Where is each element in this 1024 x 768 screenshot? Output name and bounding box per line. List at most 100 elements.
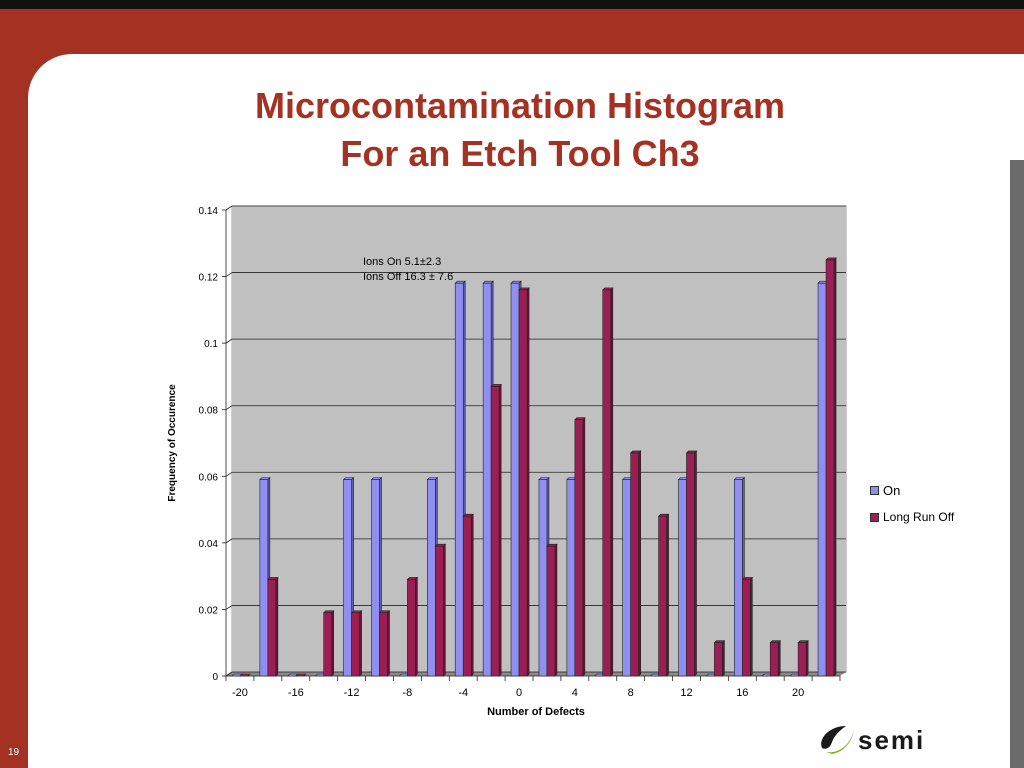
bar-long-run-off-14-front [714, 642, 723, 677]
gridline-slant [225, 671, 233, 677]
stats-annotation-line: Ions Off 16.3 ± 7.6 [363, 271, 453, 283]
bar-long-run-off-14 [713, 639, 726, 677]
bar-long-run-off--8-front [407, 579, 416, 677]
legend-swatch-long-run-off [870, 512, 879, 522]
bar-long-run-off--14 [322, 610, 335, 677]
bar-on--10-front [371, 479, 380, 677]
bar-long-run-off--14-front [323, 612, 332, 677]
x-tick-label: -16 [288, 687, 304, 699]
bar-on-16-front [734, 479, 743, 677]
x-tick-label: -12 [344, 687, 360, 699]
x-tick-label: -20 [232, 687, 248, 699]
chart-legend: On Long Run Off [870, 482, 954, 536]
bar-long-run-off-22-front [825, 259, 835, 677]
bar-long-run-off-20 [797, 639, 809, 677]
bar-on--4-front [454, 282, 464, 677]
bar-long-run-off-12 [685, 450, 698, 677]
gridline-slant [225, 605, 233, 610]
bar-long-run-off-22 [825, 257, 837, 677]
bar-on-2-front [538, 479, 548, 677]
bar-long-run-off--16 [295, 673, 307, 677]
slide-title: Microcontamination Histogram For an Etch… [150, 82, 890, 178]
bar-on--2-front [482, 282, 492, 677]
x-tick-label: 16 [736, 687, 748, 699]
bar-on-8-front [622, 479, 631, 677]
bar-long-run-off-6-front [602, 289, 612, 677]
bar-long-run-off-12-front [686, 452, 695, 677]
bar-long-run-off--2 [490, 383, 502, 677]
y-tick-label: 0.04 [199, 539, 219, 550]
x-tick-label: 20 [792, 687, 804, 699]
gridline-slant [225, 405, 233, 411]
bar-on-0-front [510, 282, 520, 677]
bar-long-run-off-20-front [797, 642, 807, 677]
y-tick-label: 0.12 [199, 273, 219, 284]
title-line-1: Microcontamination Histogram [254, 85, 786, 126]
legend-label-long-run-off: Long Run Off [883, 510, 955, 524]
x-tick-label: 8 [628, 687, 634, 699]
bar-long-run-off-18 [769, 639, 781, 677]
page-number: 19 [8, 747, 20, 758]
bar-long-run-off-4 [574, 416, 586, 677]
x-tick-label: 4 [572, 687, 578, 699]
bar-long-run-off-2-front [546, 545, 556, 677]
top-bar [0, 0, 1024, 9]
gridline-slant [225, 272, 233, 277]
title-line-2: For an Etch Tool Ch3 [340, 133, 700, 174]
x-tick-label: -8 [403, 687, 413, 699]
bar-long-run-off--18-front [267, 579, 277, 677]
bar-long-run-off-18-front [769, 642, 779, 677]
bar-long-run-off--4-front [462, 515, 472, 677]
bar-long-run-off--12 [350, 610, 363, 677]
bar-on--12-front [343, 479, 352, 677]
bar-long-run-off--18 [267, 576, 279, 677]
bar-long-run-off-10-front [658, 515, 667, 677]
bar-long-run-off-8 [629, 450, 642, 677]
y-tick-label: 0.08 [199, 406, 219, 417]
stats-annotation-line: Ions On 5.1±2.3 [363, 256, 441, 268]
bar-long-run-off-0 [518, 287, 530, 677]
bar-long-run-off-8-front [630, 452, 639, 677]
bar-long-run-off--6 [434, 543, 447, 677]
x-tick-label: 12 [680, 687, 692, 699]
bar-long-run-off-16-front [742, 579, 751, 677]
legend-swatch-on [870, 485, 879, 495]
y-tick-label: 0.06 [199, 472, 219, 483]
bar-on-12-front [678, 479, 687, 677]
bar-long-run-off--12-front [351, 612, 360, 677]
y-tick-label: 0.1 [204, 339, 218, 350]
bar-long-run-off--8 [406, 576, 419, 677]
bar-long-run-off-10 [657, 513, 670, 677]
bar-long-run-off-4-front [574, 419, 584, 677]
bar-long-run-off-6 [602, 287, 614, 677]
gridline-slant [225, 205, 233, 211]
bar-long-run-off--10 [378, 610, 391, 677]
bar-long-run-off--16-side [303, 673, 306, 677]
bar-long-run-off--4 [462, 513, 474, 677]
x-axis-title: Number of Defects [487, 706, 585, 718]
bar-long-run-off-2 [546, 543, 558, 677]
gridline-slant [225, 338, 233, 344]
bar-long-run-off-16 [741, 576, 754, 677]
y-axis-title: Frequency of Occurence [167, 384, 178, 502]
legend-item-long-run-off: Long Run Off [870, 509, 954, 525]
bar-long-run-off--20-side [247, 673, 251, 677]
gridline-slant [225, 538, 233, 544]
bar-on--18-front [259, 479, 269, 677]
bar-long-run-off--20 [239, 673, 251, 677]
gridline-slant [225, 471, 233, 477]
bar-long-run-off--6-front [435, 545, 444, 677]
legend-label-on: On [883, 482, 901, 498]
x-tick-label: -4 [458, 687, 468, 699]
x-tick-label: 0 [516, 687, 522, 699]
bar-on--6-front [427, 479, 436, 677]
bar-on-22-front [817, 282, 827, 677]
logo-wordmark: semi [858, 725, 925, 755]
bar-on-4-front [566, 479, 576, 677]
y-tick-label: 0.14 [199, 206, 219, 217]
bar-long-run-off-0-front [518, 289, 528, 677]
legend-item-on: On [870, 482, 954, 498]
bar-long-run-off--2-front [490, 386, 500, 677]
y-tick-label: 0 [212, 672, 218, 683]
